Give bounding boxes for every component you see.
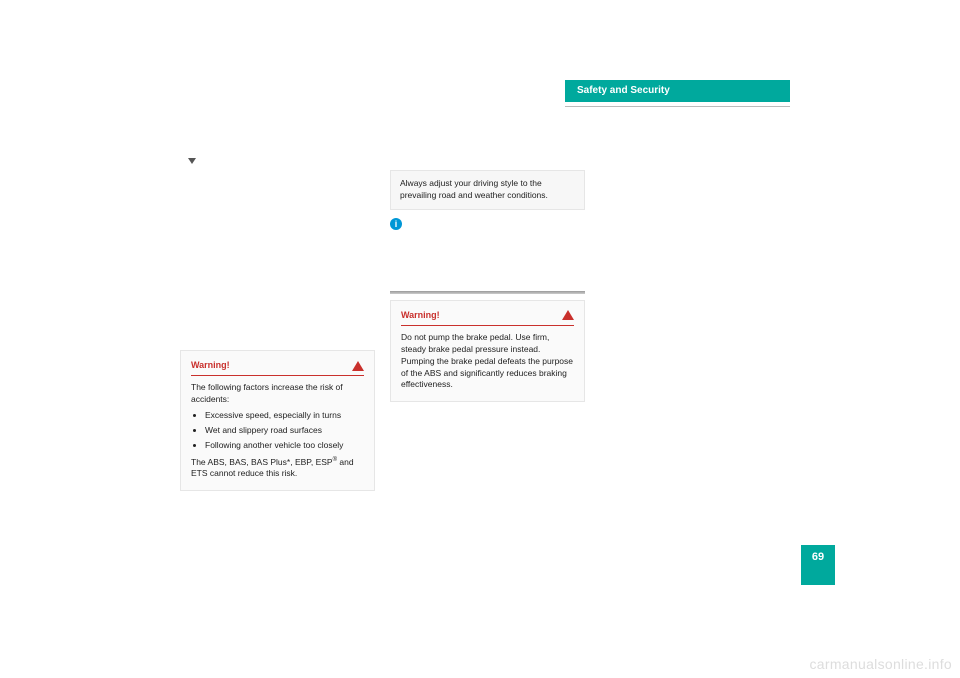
warning-text: The following factors increase the risk … — [191, 382, 364, 480]
section-divider — [390, 291, 585, 294]
warning-list: Excessive speed, especially in turns Wet… — [205, 410, 364, 452]
list-item: Following another vehicle too closely — [205, 440, 364, 452]
info-row: i — [390, 218, 585, 231]
warning-triangle-icon — [562, 310, 574, 320]
warning-triangle-icon — [352, 361, 364, 371]
page-number-tab: 69 — [801, 545, 835, 585]
warning-header: Warning! — [191, 359, 364, 376]
warning-label: Warning! — [191, 359, 230, 372]
note-box-driving-style: Always adjust your driving style to the … — [390, 170, 585, 210]
warning-intro: The following factors increase the risk … — [191, 382, 364, 406]
column-left: Warning! The following factors increase … — [180, 170, 375, 491]
list-item: Wet and slippery road surfaces — [205, 425, 364, 437]
note-text: Always adjust your driving style to the … — [400, 178, 548, 200]
column-middle: Always adjust your driving style to the … — [390, 170, 585, 402]
section-title: Safety and Security — [577, 85, 670, 96]
warning-header: Warning! — [401, 309, 574, 326]
section-header-tab: Safety and Security — [565, 80, 790, 102]
page-number: 69 — [812, 551, 824, 563]
warning-text: Do not pump the brake pedal. Use firm, s… — [401, 332, 574, 391]
warning-box-risk: Warning! The following factors increase … — [180, 350, 375, 491]
list-item: Excessive speed, especially in turns — [205, 410, 364, 422]
info-icon: i — [390, 218, 402, 230]
watermark-text: carmanualsonline.info — [810, 656, 953, 672]
triangle-marker-icon — [188, 158, 196, 164]
warning-footer: The ABS, BAS, BAS Plus*, EBP, ESP® and E… — [191, 456, 364, 481]
page-content: Safety and Security Warning! The followi… — [170, 80, 790, 600]
warning-box-brake: Warning! Do not pump the brake pedal. Us… — [390, 300, 585, 403]
header-rule — [565, 106, 790, 107]
warning-label: Warning! — [401, 309, 440, 322]
